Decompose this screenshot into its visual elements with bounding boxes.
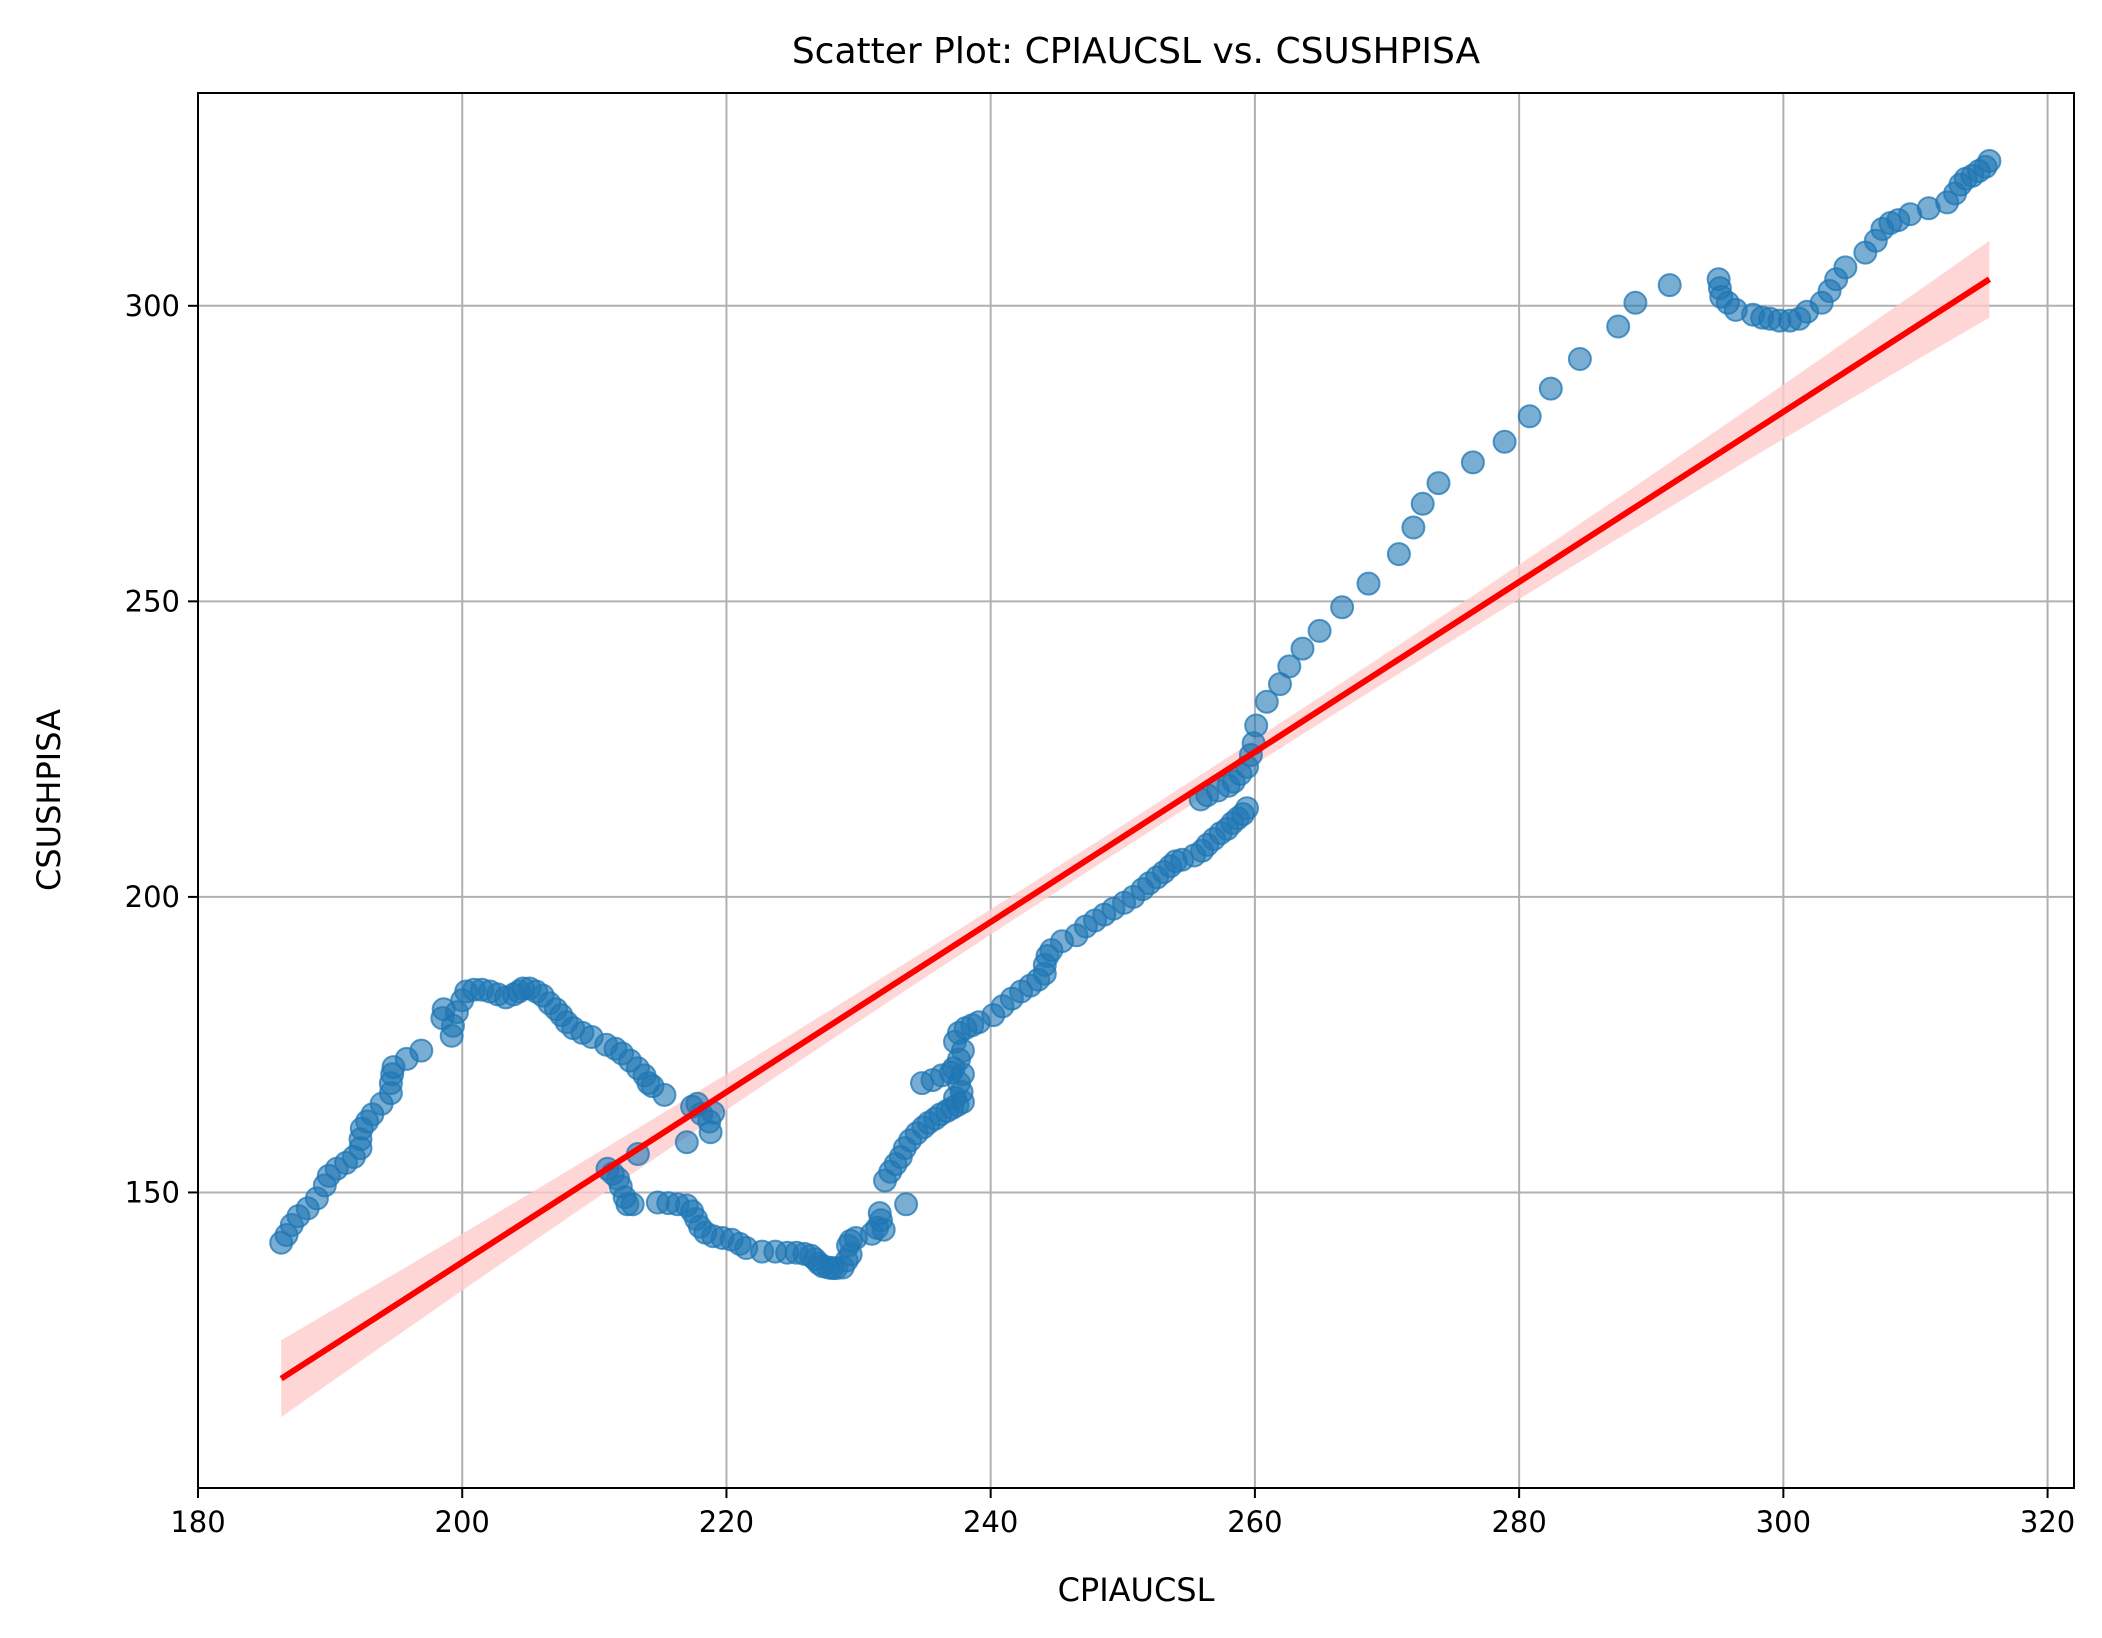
x-tick-label: 180 bbox=[170, 1505, 225, 1539]
data-point bbox=[1235, 796, 1259, 821]
data-point bbox=[674, 1130, 699, 1155]
x-tick-label: 320 bbox=[2020, 1505, 2075, 1539]
data-point bbox=[1657, 273, 1682, 298]
data-point bbox=[1538, 376, 1563, 401]
data-point bbox=[1492, 429, 1517, 454]
data-point bbox=[1977, 149, 2002, 173]
data-point bbox=[1307, 618, 1332, 643]
data-point bbox=[620, 1192, 645, 1217]
data-point bbox=[652, 1082, 677, 1107]
y-tick-label: 150 bbox=[125, 1175, 180, 1209]
chart-title: Scatter Plot: CPIAUCSL vs. CSUSHPISA bbox=[792, 31, 1481, 72]
scatter-points bbox=[269, 149, 2002, 1281]
grid-lines bbox=[197, 93, 2074, 1488]
data-point bbox=[1244, 713, 1269, 738]
data-point bbox=[1386, 542, 1411, 567]
data-point bbox=[871, 1217, 896, 1242]
data-point bbox=[409, 1038, 434, 1063]
axis-ticks: 180 200 220 240 260 280 300 320 150 200 250 300 bbox=[125, 289, 2076, 1539]
x-tick-label: 260 bbox=[1227, 1505, 1282, 1539]
data-point bbox=[698, 1120, 723, 1145]
y-tick-label: 300 bbox=[125, 289, 180, 323]
data-point bbox=[1356, 571, 1381, 596]
plot-frame bbox=[197, 92, 2075, 1489]
data-point bbox=[1401, 515, 1426, 540]
data-point bbox=[1517, 404, 1542, 429]
y-axis-label: CSUSHPISA bbox=[30, 709, 68, 891]
regression-line-layer bbox=[279, 276, 1992, 1382]
y-tick-label: 200 bbox=[125, 880, 180, 914]
data-point bbox=[1833, 255, 1858, 280]
x-tick-label: 300 bbox=[1756, 1505, 1811, 1539]
data-point bbox=[1426, 471, 1451, 496]
x-tick-label: 220 bbox=[699, 1505, 754, 1539]
data-point bbox=[1254, 689, 1279, 714]
data-point bbox=[1290, 636, 1315, 661]
x-axis-label: CPIAUCSL bbox=[1058, 1571, 1215, 1609]
y-tick-label: 250 bbox=[125, 584, 180, 618]
x-tick-label: 240 bbox=[963, 1505, 1018, 1539]
x-tick-label: 280 bbox=[1491, 1505, 1546, 1539]
data-point bbox=[939, 1060, 963, 1085]
data-point bbox=[1410, 491, 1435, 516]
data-point bbox=[1330, 595, 1355, 620]
data-point bbox=[1460, 450, 1485, 475]
x-tick-label: 200 bbox=[435, 1505, 490, 1539]
data-point bbox=[1606, 314, 1631, 339]
data-point bbox=[1277, 654, 1302, 679]
regression-line bbox=[279, 276, 1992, 1382]
data-point bbox=[1623, 290, 1648, 315]
data-point bbox=[1567, 347, 1592, 371]
data-point bbox=[894, 1192, 919, 1217]
